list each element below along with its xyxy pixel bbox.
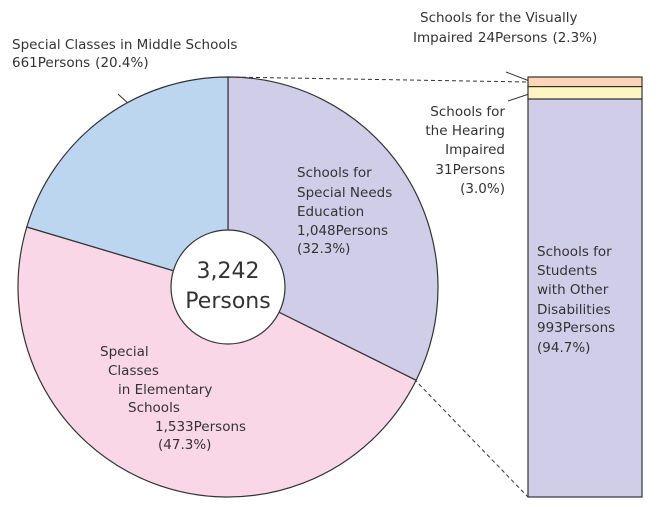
label-part: in Elementary [118,382,212,398]
segment-label: Impaired 24Persons (2.3%) [413,30,597,46]
label-part: Schools for [537,244,612,260]
segment-label: the Hearing [425,123,505,139]
center-hole [170,229,286,345]
label-part: 1,533Persons [155,419,246,435]
pie-slice [17,226,417,498]
segment-label: Schools for [430,104,505,120]
segment-label: 993Persons [537,320,615,336]
label-part: the Hearing [425,123,505,139]
label-part: 31Persons [435,162,505,178]
label-part: 24Persons [478,30,548,46]
segment-label: Impaired [445,142,505,158]
center-total: 3,242 [197,259,260,284]
label-part: 661Persons [12,55,90,71]
label-part: Impaired [413,30,473,46]
label-part: Education [297,204,364,220]
bar-segment [527,76,643,88]
segment-label: Disabilities [537,302,611,318]
label-part: Special Needs [297,185,392,201]
segment-label: Special Needs [297,185,392,201]
label-part: Schools [128,400,180,416]
dashed-connector [413,378,529,498]
pie-slice [26,76,229,288]
segment-label: 31Persons [435,162,505,178]
label-part: Disabilities [537,302,611,318]
label-part: Impaired [445,142,505,158]
label-part: (3.0%) [460,181,505,197]
label-part: Students [537,263,597,279]
label-part: Schools for [430,104,505,120]
segment-label: Schools for the Visually [420,10,578,26]
segment-label: Education [297,204,364,220]
label-part: with Other [537,282,609,298]
label-part: (94.7%) [537,340,590,356]
label-part: Special [100,344,149,360]
segment-label: Schools [128,400,180,416]
label-part: Schools for the Visually [420,10,578,26]
segment-label: Students [537,263,597,279]
segment-label: 1,048Persons [297,223,388,239]
segment-label: (3.0%) [460,181,505,197]
segment-label: Schools for [297,165,372,181]
segment-label: with Other [537,282,609,298]
segment-label: 1,533Persons [155,419,246,435]
segment-label: (94.7%) [537,340,590,356]
label-part: Schools for [297,165,372,181]
segment-label: Special Classes in Middle Schools [12,37,237,53]
label-part: (32.3%) [297,241,350,257]
dashed-connector [227,76,529,83]
label-part: 1,048Persons [297,223,388,239]
segment-label: Special [100,344,149,360]
center-unit: Persons [185,289,270,314]
label-part: Special Classes in Middle Schools [12,37,237,53]
segment-label: Classes [108,363,159,379]
segment-label: (47.3%) [158,437,211,453]
label-part: Classes [108,363,159,379]
segment-label: in Elementary [118,382,212,398]
segment-label: Schools for [537,244,612,260]
segment-label: 661Persons (20.4%) [12,55,149,71]
label-part: (20.4%) [95,55,148,71]
label-part: (47.3%) [158,437,211,453]
bar-segment [527,86,643,100]
bar-segment [527,98,643,498]
label-part: 993Persons [537,320,615,336]
segment-label: (32.3%) [297,241,350,257]
label-part: (2.3%) [552,30,597,46]
